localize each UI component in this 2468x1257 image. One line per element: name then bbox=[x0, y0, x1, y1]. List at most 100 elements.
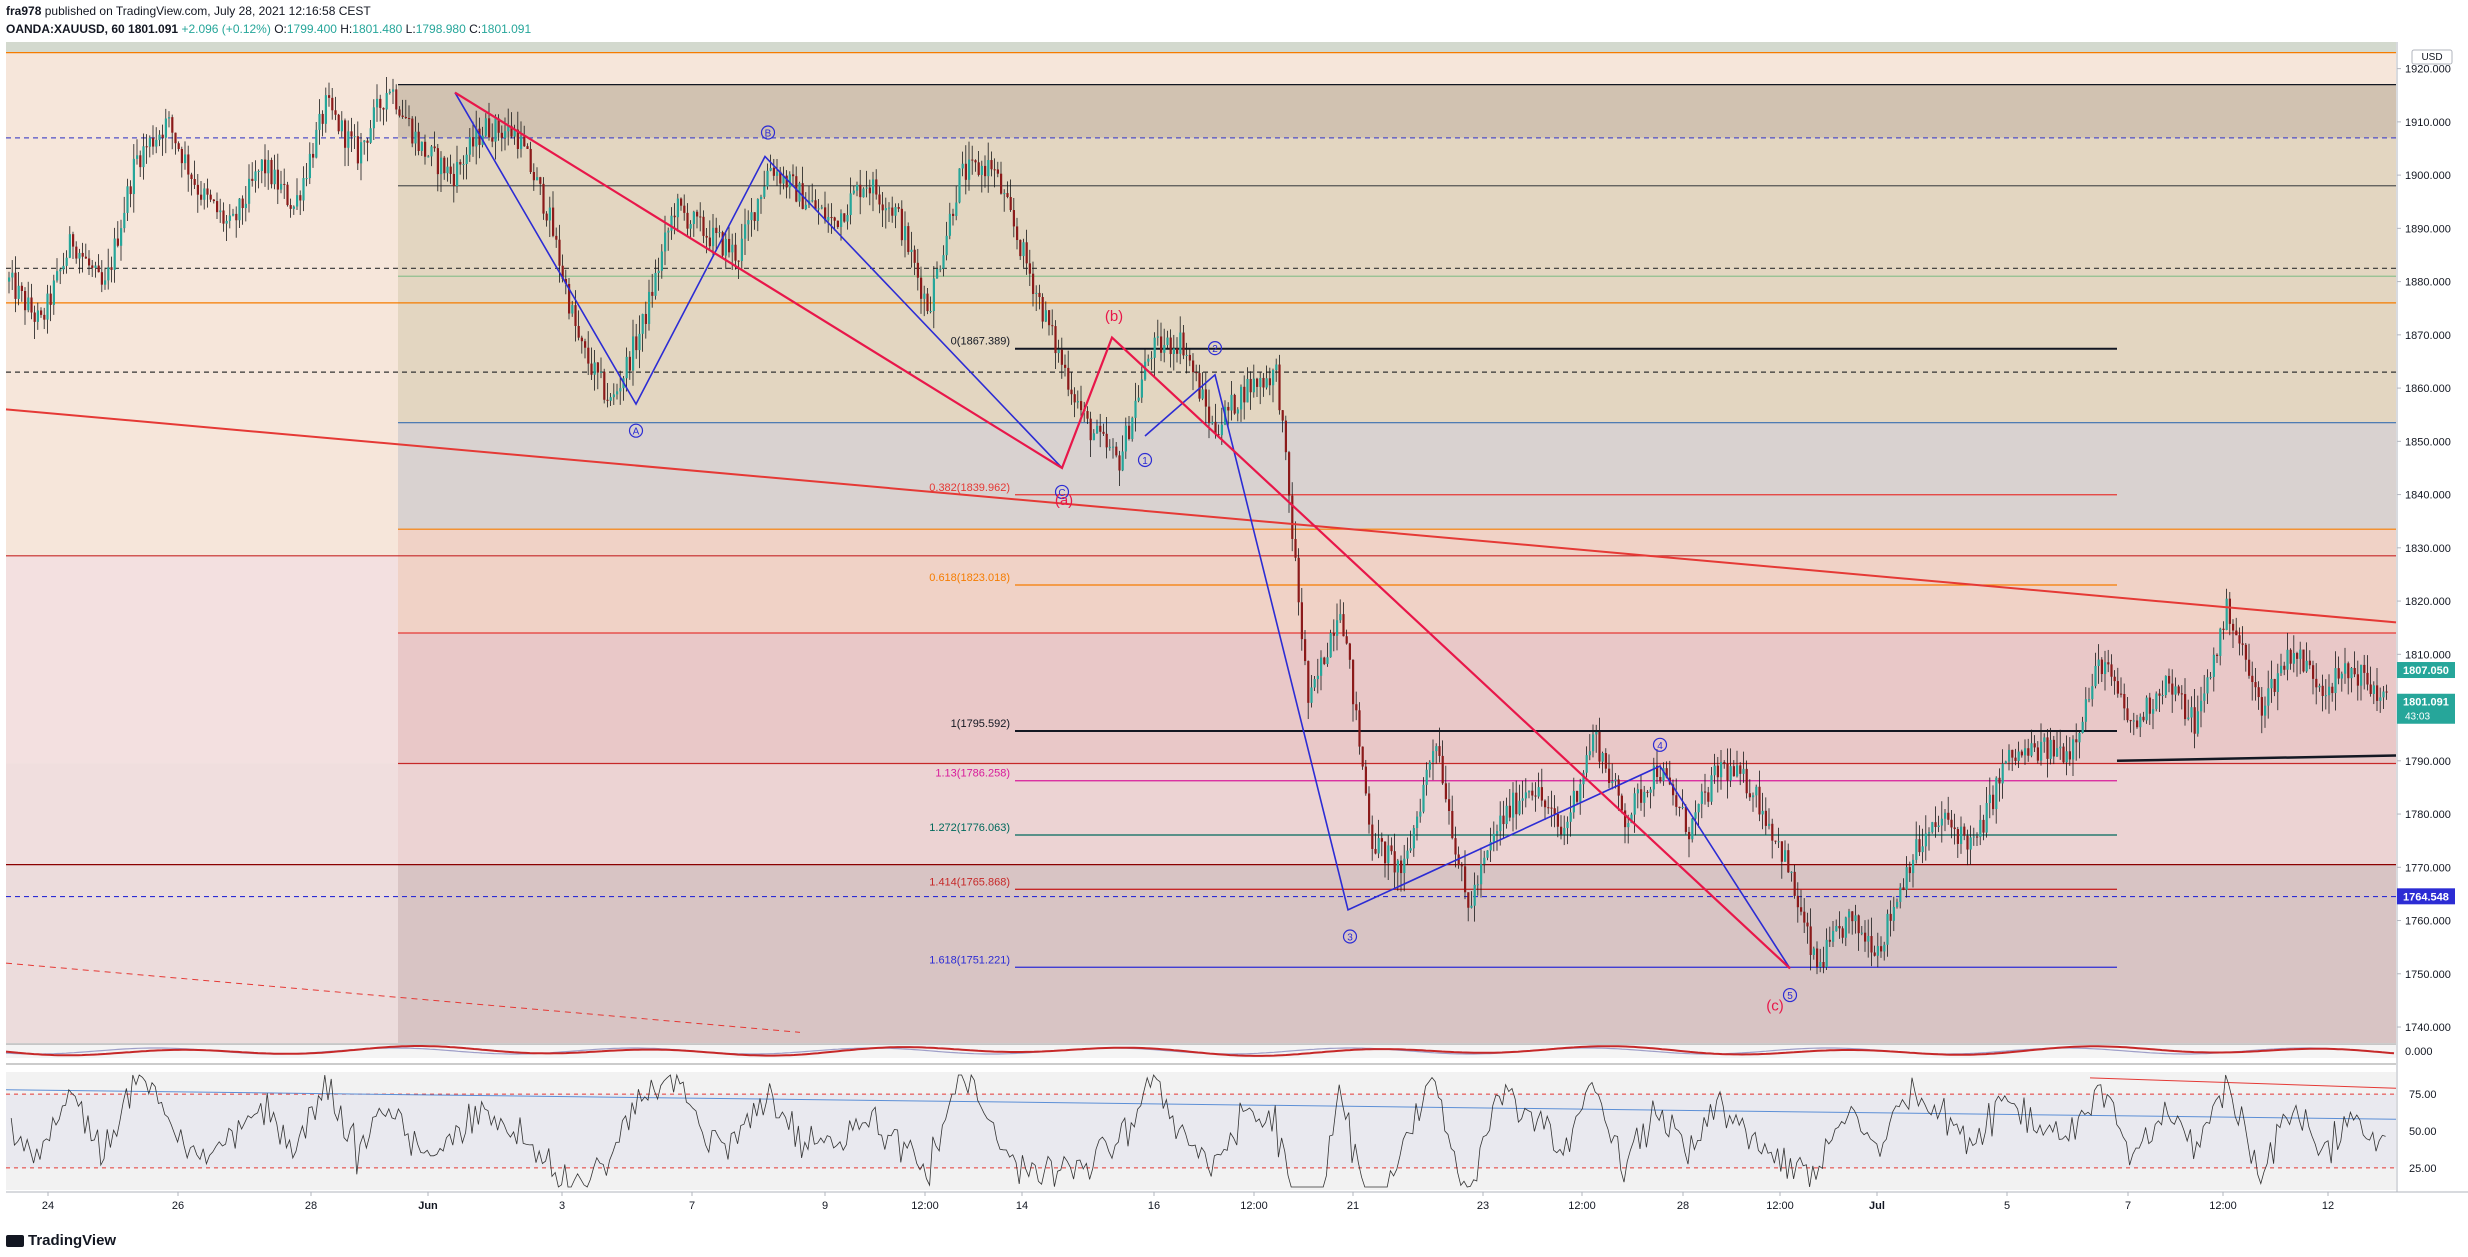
candle-body bbox=[1550, 807, 1553, 809]
candle-body bbox=[1304, 639, 1307, 662]
candle-body bbox=[324, 95, 327, 124]
candle-body bbox=[132, 158, 135, 195]
candle-body bbox=[1105, 433, 1108, 448]
candle-body bbox=[868, 187, 871, 194]
candle-body bbox=[504, 131, 507, 138]
candle-body bbox=[513, 129, 516, 137]
price-badge bbox=[2397, 662, 2455, 679]
candle-body bbox=[78, 252, 81, 259]
candle-body bbox=[638, 333, 641, 351]
candle-body bbox=[2008, 749, 2011, 762]
candle-body bbox=[1332, 632, 1335, 636]
rsi-trendline bbox=[5, 1089, 2397, 1120]
candle-body bbox=[2139, 716, 2142, 728]
author-name[interactable]: fra978 bbox=[6, 4, 42, 18]
candle-body bbox=[500, 132, 503, 138]
candle-body bbox=[1201, 389, 1204, 399]
fib-level-label: 1(1795.592) bbox=[951, 718, 1010, 730]
candle-body bbox=[238, 198, 241, 221]
candle-body bbox=[891, 207, 894, 216]
candle-body bbox=[116, 238, 119, 246]
candle-body bbox=[1412, 828, 1415, 849]
candle-body bbox=[552, 207, 555, 236]
candle-body bbox=[212, 199, 215, 202]
candle-body bbox=[97, 265, 100, 273]
candle-body bbox=[1960, 826, 1963, 844]
candle-body bbox=[1044, 310, 1047, 322]
candle-body bbox=[491, 137, 494, 142]
x-tick-label: 24 bbox=[42, 1200, 54, 1212]
candle-body bbox=[2372, 685, 2375, 694]
candle-body bbox=[206, 188, 209, 195]
candle-body bbox=[1284, 420, 1287, 453]
candle-body bbox=[571, 305, 574, 314]
price-axis: USD 1740.000 1750.000 1760.000 1770.000 1780.… bbox=[2397, 49, 2455, 1034]
x-tick-label: 12:00 bbox=[1766, 1200, 1794, 1212]
candle-body bbox=[1236, 409, 1239, 414]
candle-body bbox=[2011, 749, 2014, 758]
candle-body bbox=[187, 154, 190, 175]
x-tick-label: 14 bbox=[1016, 1200, 1028, 1212]
candle-body bbox=[372, 107, 375, 129]
footer-brand[interactable]: TradingView bbox=[6, 1232, 116, 1249]
fib-level-label: 0.618(1823.018) bbox=[929, 572, 1010, 584]
candle-body bbox=[366, 140, 369, 143]
x-tick-label: 12:00 bbox=[1568, 1200, 1596, 1212]
symbol-name[interactable]: OANDA:XAUUSD, 60 bbox=[6, 22, 125, 36]
candle-body bbox=[728, 238, 731, 253]
candle-body bbox=[1828, 939, 1831, 942]
candle-body bbox=[484, 118, 487, 136]
candle-body bbox=[715, 227, 718, 234]
candle-body bbox=[587, 347, 590, 364]
fib-level-label: 1.414(1765.868) bbox=[929, 876, 1010, 888]
candle-body bbox=[936, 268, 939, 279]
candle-body bbox=[1809, 926, 1812, 955]
candle-body bbox=[1870, 936, 1873, 953]
candle-body bbox=[916, 262, 919, 278]
candle-body bbox=[2318, 685, 2321, 688]
candle-body bbox=[251, 178, 254, 181]
candle-body bbox=[1617, 779, 1620, 796]
price-badge bbox=[2397, 888, 2455, 905]
currency-box bbox=[2411, 49, 2453, 65]
candle-body bbox=[1515, 792, 1518, 815]
last-price: 1801.091 bbox=[128, 22, 179, 36]
candle-body bbox=[1336, 620, 1339, 636]
candle-body bbox=[1566, 821, 1569, 829]
candle-body bbox=[1025, 242, 1028, 264]
candle-body bbox=[1227, 406, 1230, 411]
candle-body bbox=[2091, 686, 2094, 700]
candle-body bbox=[388, 91, 391, 94]
candle-body bbox=[2062, 746, 2065, 763]
candle-body bbox=[411, 118, 414, 144]
candle-body bbox=[1988, 794, 1991, 804]
candle-body bbox=[171, 117, 174, 133]
candle-body bbox=[219, 210, 222, 213]
candle-body bbox=[2142, 716, 2145, 721]
candle-body bbox=[1675, 795, 1678, 807]
y-tick-label: 1850.000 bbox=[2405, 436, 2451, 448]
candle-body bbox=[2248, 659, 2251, 676]
horizontal-lines bbox=[6, 52, 2396, 898]
candle-body bbox=[440, 157, 443, 175]
low-label: L: bbox=[405, 22, 416, 36]
candle-body bbox=[705, 235, 708, 238]
candle-body bbox=[1604, 753, 1607, 769]
candle-body bbox=[2334, 668, 2337, 694]
candle-body bbox=[1057, 349, 1060, 354]
candle-body bbox=[2132, 720, 2135, 722]
candle-body bbox=[1374, 848, 1377, 854]
candle-body bbox=[1547, 807, 1550, 809]
wave-label-circle bbox=[1342, 929, 1358, 944]
wave-label-circle bbox=[1054, 484, 1070, 500]
candle-body bbox=[1355, 704, 1358, 711]
candle-body bbox=[1924, 833, 1927, 847]
candle-body bbox=[318, 113, 321, 130]
candle-body bbox=[2116, 681, 2119, 694]
candle-body bbox=[1704, 791, 1707, 793]
candle-body bbox=[724, 238, 727, 256]
candle-body bbox=[225, 220, 228, 224]
candle-body bbox=[1121, 451, 1124, 471]
y-tick-label: 1790.000 bbox=[2405, 756, 2451, 768]
